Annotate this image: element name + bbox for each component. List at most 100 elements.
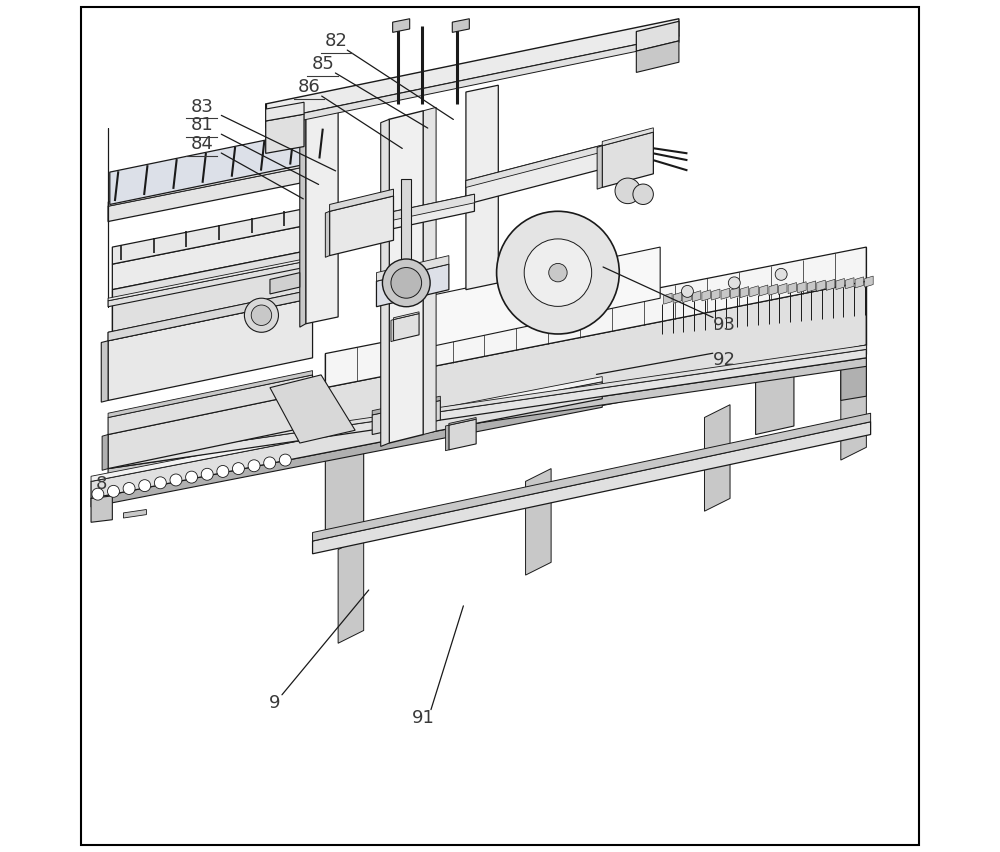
Polygon shape bbox=[108, 375, 313, 435]
Polygon shape bbox=[338, 537, 364, 643]
Polygon shape bbox=[376, 264, 449, 307]
Polygon shape bbox=[788, 283, 797, 294]
Polygon shape bbox=[778, 284, 787, 295]
Polygon shape bbox=[372, 400, 440, 435]
Polygon shape bbox=[449, 417, 476, 425]
Circle shape bbox=[123, 482, 135, 494]
Polygon shape bbox=[270, 273, 300, 294]
Polygon shape bbox=[683, 291, 691, 302]
Text: 82: 82 bbox=[325, 32, 348, 50]
Polygon shape bbox=[807, 281, 816, 292]
Polygon shape bbox=[750, 285, 758, 296]
Polygon shape bbox=[91, 399, 602, 507]
Circle shape bbox=[775, 268, 787, 280]
Polygon shape bbox=[325, 211, 330, 257]
Polygon shape bbox=[91, 377, 602, 481]
Polygon shape bbox=[313, 422, 871, 554]
Circle shape bbox=[497, 211, 619, 334]
Polygon shape bbox=[325, 281, 866, 452]
Polygon shape bbox=[391, 320, 393, 342]
Circle shape bbox=[633, 184, 653, 204]
Polygon shape bbox=[108, 260, 313, 307]
Polygon shape bbox=[855, 277, 864, 288]
Polygon shape bbox=[405, 417, 428, 436]
Circle shape bbox=[217, 465, 229, 477]
Circle shape bbox=[108, 486, 119, 498]
Polygon shape bbox=[826, 279, 835, 291]
Polygon shape bbox=[673, 292, 682, 303]
Polygon shape bbox=[108, 257, 313, 301]
Text: 8: 8 bbox=[96, 475, 107, 493]
Polygon shape bbox=[466, 85, 498, 290]
Circle shape bbox=[549, 263, 567, 282]
Polygon shape bbox=[756, 332, 794, 435]
Polygon shape bbox=[123, 509, 146, 518]
Polygon shape bbox=[466, 136, 636, 204]
Polygon shape bbox=[347, 194, 474, 239]
Polygon shape bbox=[108, 349, 866, 469]
Text: 83: 83 bbox=[190, 97, 213, 116]
Circle shape bbox=[728, 277, 740, 289]
Polygon shape bbox=[711, 289, 720, 300]
Polygon shape bbox=[325, 247, 866, 388]
Polygon shape bbox=[381, 119, 389, 446]
Circle shape bbox=[154, 477, 166, 489]
Polygon shape bbox=[102, 435, 108, 470]
Circle shape bbox=[92, 488, 104, 500]
Circle shape bbox=[232, 463, 244, 475]
Polygon shape bbox=[112, 204, 325, 264]
Polygon shape bbox=[372, 396, 440, 415]
Polygon shape bbox=[330, 196, 393, 256]
Text: 92: 92 bbox=[713, 350, 736, 369]
Polygon shape bbox=[266, 102, 304, 121]
Polygon shape bbox=[266, 114, 304, 153]
Polygon shape bbox=[664, 293, 672, 304]
Polygon shape bbox=[721, 288, 730, 299]
Polygon shape bbox=[393, 314, 419, 341]
Polygon shape bbox=[704, 405, 730, 511]
Polygon shape bbox=[91, 382, 602, 498]
Polygon shape bbox=[108, 358, 866, 477]
Circle shape bbox=[248, 460, 260, 472]
Polygon shape bbox=[101, 341, 108, 402]
Polygon shape bbox=[325, 345, 866, 460]
Polygon shape bbox=[846, 278, 854, 289]
Polygon shape bbox=[401, 179, 411, 283]
Circle shape bbox=[251, 305, 272, 325]
Polygon shape bbox=[91, 496, 112, 522]
Circle shape bbox=[382, 259, 430, 307]
Polygon shape bbox=[865, 276, 873, 287]
Polygon shape bbox=[108, 162, 330, 222]
Polygon shape bbox=[836, 279, 844, 290]
Circle shape bbox=[524, 239, 592, 307]
Polygon shape bbox=[526, 469, 551, 575]
Polygon shape bbox=[112, 222, 325, 290]
Polygon shape bbox=[452, 19, 469, 32]
Polygon shape bbox=[731, 287, 739, 298]
Polygon shape bbox=[636, 41, 679, 72]
Polygon shape bbox=[325, 443, 364, 545]
Text: 86: 86 bbox=[298, 78, 321, 96]
Polygon shape bbox=[597, 146, 602, 189]
Polygon shape bbox=[108, 392, 313, 469]
Polygon shape bbox=[266, 36, 679, 128]
Polygon shape bbox=[266, 19, 679, 121]
Circle shape bbox=[391, 268, 422, 298]
Polygon shape bbox=[398, 247, 660, 354]
Polygon shape bbox=[692, 291, 701, 302]
Polygon shape bbox=[306, 111, 338, 324]
Polygon shape bbox=[759, 285, 768, 296]
Text: 81: 81 bbox=[190, 116, 213, 135]
Circle shape bbox=[244, 298, 278, 332]
Polygon shape bbox=[769, 285, 777, 296]
Polygon shape bbox=[636, 21, 679, 51]
Circle shape bbox=[615, 178, 641, 204]
Polygon shape bbox=[602, 128, 653, 146]
Polygon shape bbox=[313, 413, 871, 541]
Polygon shape bbox=[393, 19, 410, 32]
Polygon shape bbox=[423, 107, 436, 435]
Text: 93: 93 bbox=[713, 316, 736, 335]
Circle shape bbox=[170, 474, 182, 486]
Polygon shape bbox=[798, 282, 806, 293]
Text: 9: 9 bbox=[269, 694, 281, 712]
